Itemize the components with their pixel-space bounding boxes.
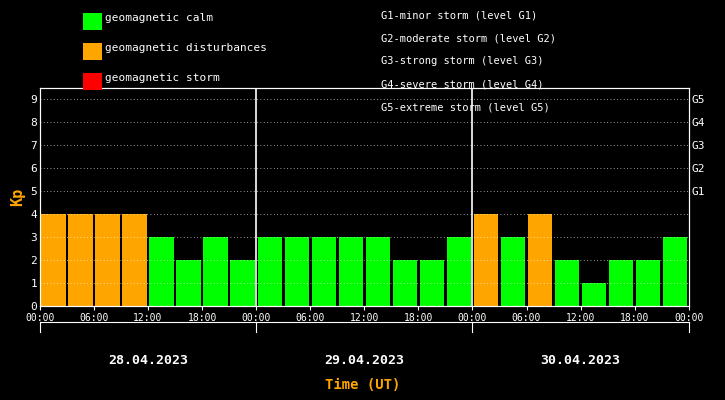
- Bar: [149, 237, 174, 306]
- Text: geomagnetic storm: geomagnetic storm: [105, 73, 220, 83]
- Bar: [663, 237, 687, 306]
- Bar: [123, 214, 146, 306]
- Text: G4-severe storm (level G4): G4-severe storm (level G4): [381, 80, 543, 90]
- Bar: [501, 237, 525, 306]
- Y-axis label: Kp: Kp: [10, 188, 25, 206]
- Text: 28.04.2023: 28.04.2023: [108, 354, 188, 367]
- Bar: [68, 214, 93, 306]
- Bar: [176, 260, 201, 306]
- Bar: [528, 214, 552, 306]
- Text: Time (UT): Time (UT): [325, 378, 400, 392]
- Bar: [257, 237, 282, 306]
- Bar: [204, 237, 228, 306]
- Bar: [582, 283, 606, 306]
- Text: 29.04.2023: 29.04.2023: [324, 354, 405, 367]
- Bar: [231, 260, 254, 306]
- Text: geomagnetic calm: geomagnetic calm: [105, 13, 213, 23]
- Text: G1-minor storm (level G1): G1-minor storm (level G1): [381, 10, 537, 20]
- Bar: [474, 214, 498, 306]
- Text: geomagnetic disturbances: geomagnetic disturbances: [105, 43, 267, 53]
- Bar: [555, 260, 579, 306]
- Bar: [339, 237, 363, 306]
- Bar: [609, 260, 634, 306]
- Bar: [420, 260, 444, 306]
- Bar: [95, 214, 120, 306]
- Bar: [41, 214, 65, 306]
- Bar: [312, 237, 336, 306]
- Text: 30.04.2023: 30.04.2023: [541, 354, 621, 367]
- Text: G3-strong storm (level G3): G3-strong storm (level G3): [381, 56, 543, 66]
- Bar: [636, 260, 660, 306]
- Bar: [365, 237, 390, 306]
- Bar: [284, 237, 309, 306]
- Text: G2-moderate storm (level G2): G2-moderate storm (level G2): [381, 33, 555, 43]
- Text: G5-extreme storm (level G5): G5-extreme storm (level G5): [381, 103, 550, 113]
- Bar: [447, 237, 471, 306]
- Bar: [393, 260, 417, 306]
